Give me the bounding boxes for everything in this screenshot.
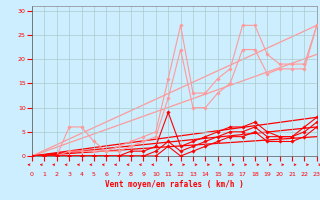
X-axis label: Vent moyen/en rafales ( km/h ): Vent moyen/en rafales ( km/h ) <box>105 180 244 189</box>
